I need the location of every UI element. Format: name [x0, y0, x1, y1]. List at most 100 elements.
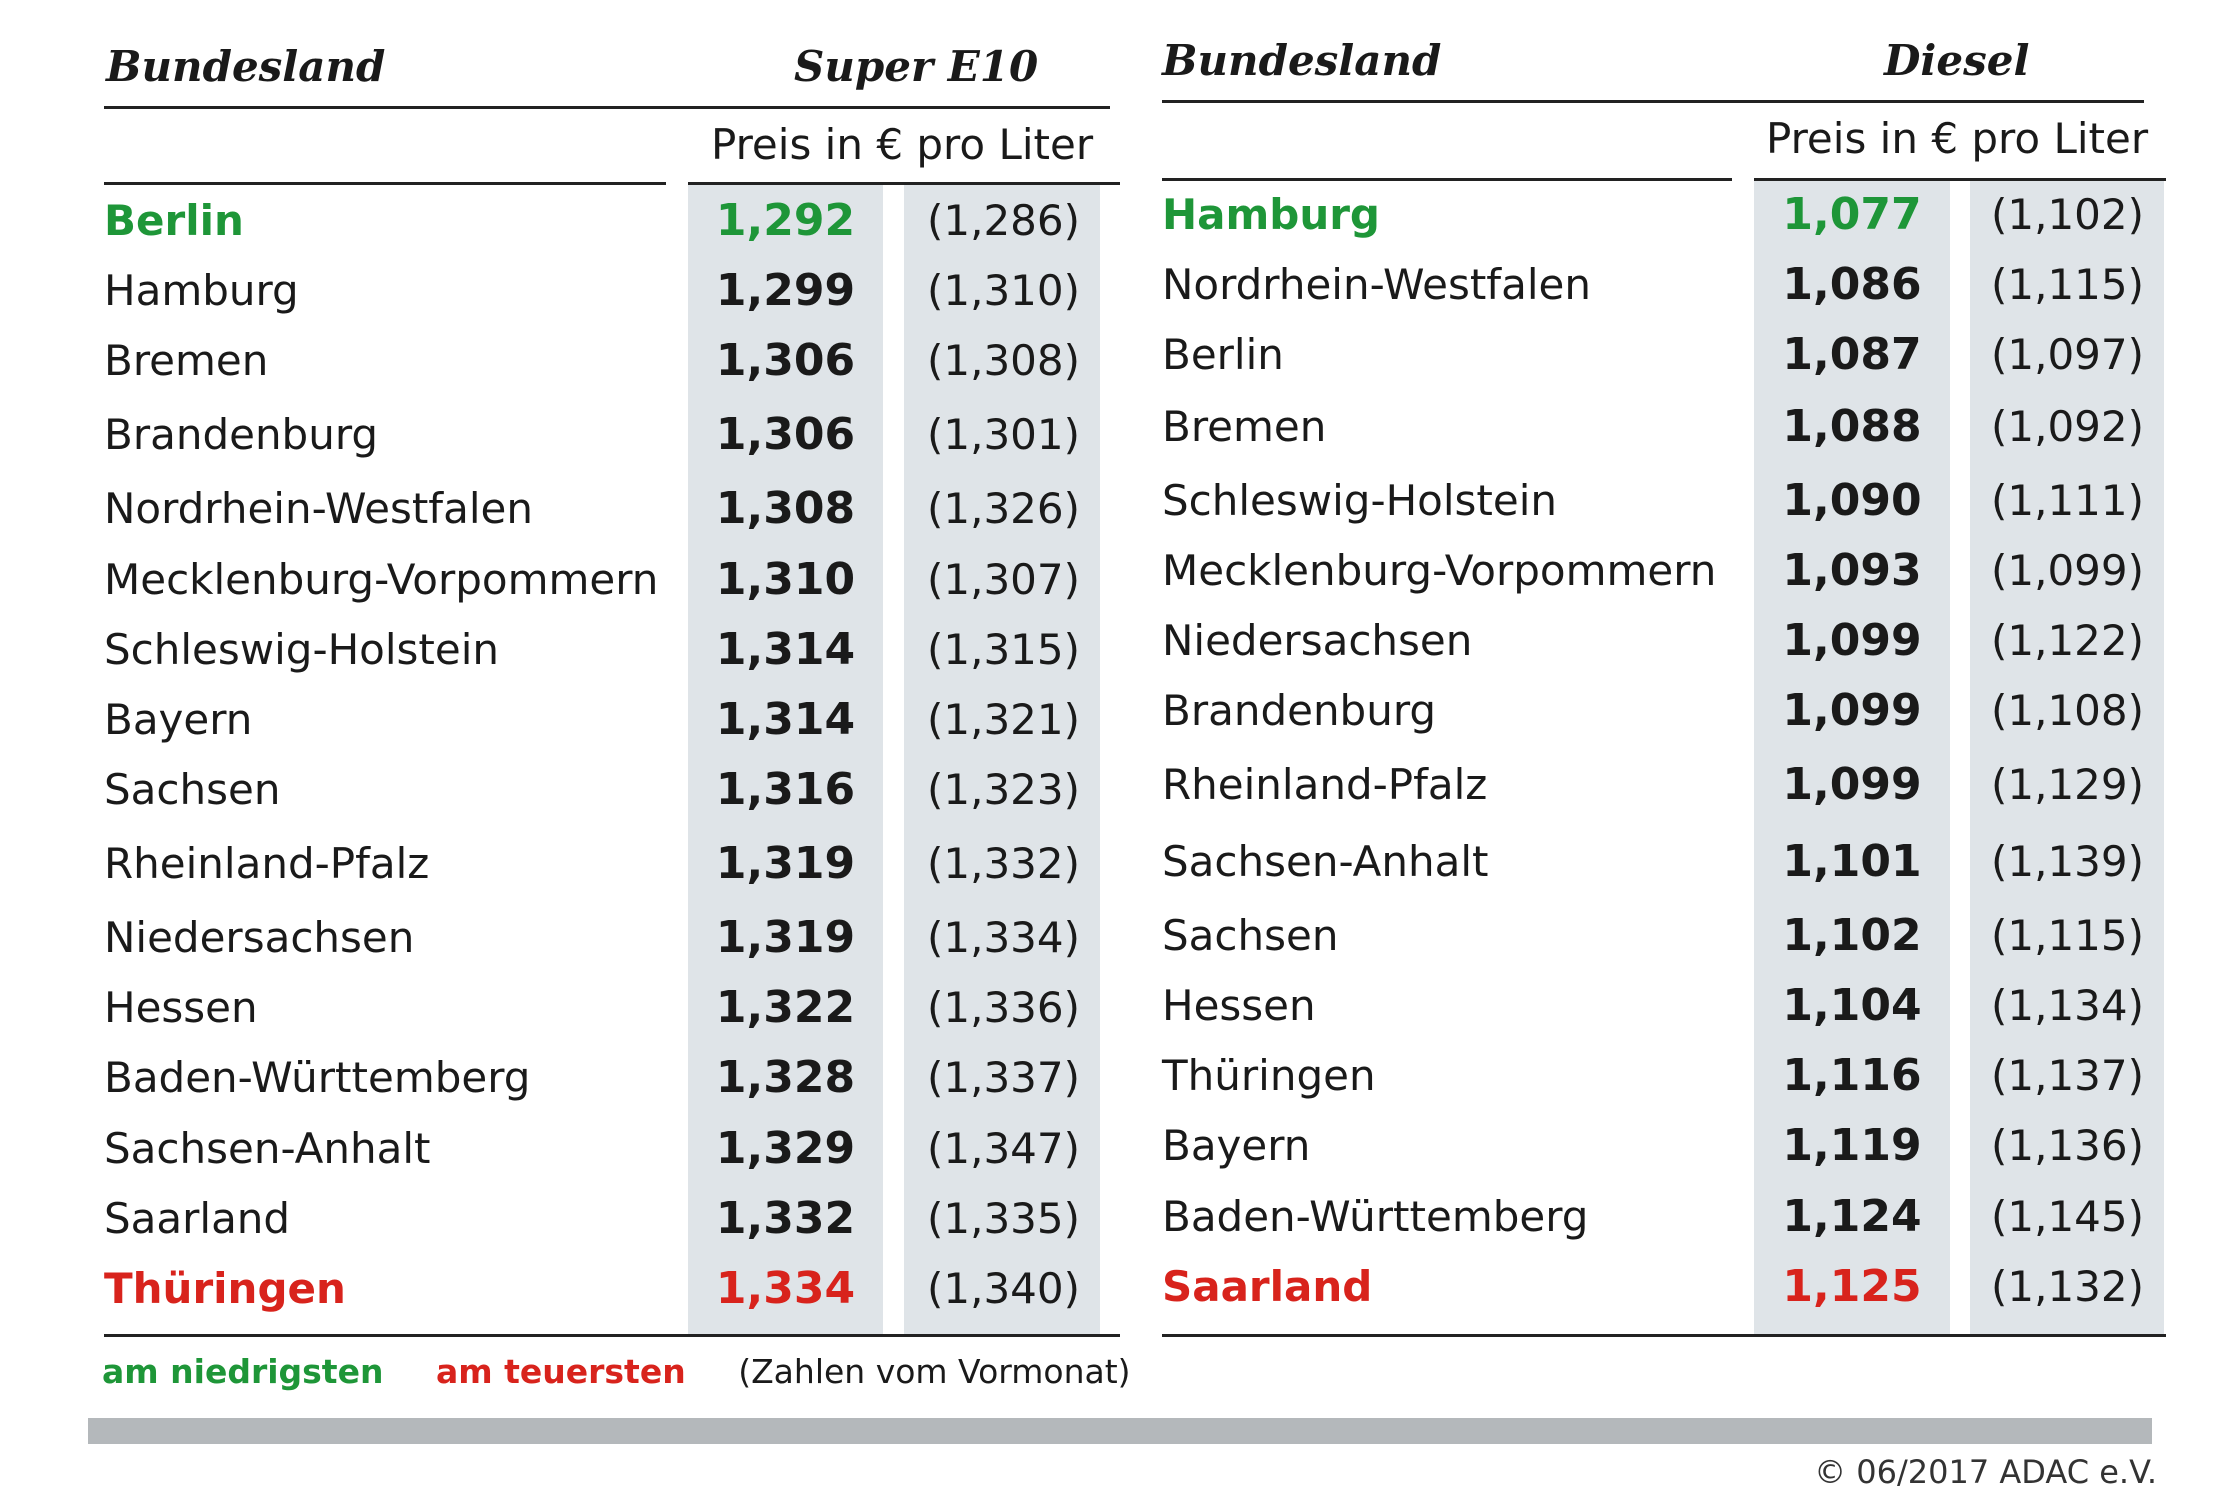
- previous-month-price: (1,132): [1990, 1262, 2144, 1311]
- state-name: Thüringen: [1162, 1051, 1376, 1100]
- current-price: 1,319: [715, 838, 856, 889]
- current-price: 1,314: [715, 624, 856, 675]
- state-name: Baden-Württemberg: [104, 1053, 531, 1102]
- table-row: Thüringen 1,116 (1,137): [1162, 1041, 2166, 1111]
- current-price: 1,101: [1782, 836, 1922, 887]
- state-name: Bayern: [104, 695, 253, 744]
- current-price: 1,086: [1782, 259, 1922, 310]
- current-price: 1,314: [715, 694, 856, 745]
- current-price: 1,102: [1782, 910, 1922, 961]
- previous-column-shade: [1970, 180, 2164, 1336]
- previous-month-price: (1,315): [926, 625, 1080, 674]
- unit-label: Preis in € pro Liter: [1766, 114, 2149, 163]
- table-row: Bayern 1,314 (1,321): [104, 685, 1110, 755]
- header-rule: [104, 106, 1110, 109]
- state-name: Sachsen-Anhalt: [1162, 837, 1489, 886]
- previous-month-price: (1,307): [926, 555, 1080, 604]
- current-price: 1,334: [715, 1263, 856, 1314]
- current-price: 1,322: [715, 982, 856, 1033]
- current-price: 1,099: [1782, 615, 1922, 666]
- table-row: Mecklenburg-Vorpommern 1,310 (1,307): [104, 545, 1110, 615]
- current-price: 1,087: [1782, 329, 1922, 380]
- current-price: 1,328: [715, 1052, 856, 1103]
- table-row: Bayern 1,119 (1,136): [1162, 1111, 2166, 1181]
- footer-bar: [88, 1418, 2152, 1444]
- previous-month-price: (1,115): [1990, 911, 2144, 960]
- previous-column-shade: [904, 184, 1100, 1336]
- table-bottom-rule: [104, 1334, 1120, 1337]
- state-name: Berlin: [104, 196, 244, 245]
- previous-month-price: (1,335): [926, 1194, 1080, 1243]
- state-header: Bundesland: [1162, 36, 1442, 85]
- state-name: Hessen: [1162, 981, 1316, 1030]
- table-row: Sachsen 1,316 (1,323): [104, 755, 1110, 825]
- current-price: 1,319: [715, 912, 856, 963]
- current-price: 1,332: [715, 1193, 856, 1244]
- price-column-shade: [688, 184, 883, 1336]
- current-price: 1,308: [715, 483, 856, 534]
- previous-month-price: (1,301): [926, 410, 1080, 459]
- current-price: 1,306: [715, 409, 856, 460]
- previous-month-price: (1,111): [1990, 476, 2144, 525]
- state-name: Niedersachsen: [1162, 616, 1473, 665]
- table-row: Hessen 1,104 (1,134): [1162, 971, 2166, 1041]
- previous-month-price: (1,340): [926, 1264, 1080, 1313]
- current-price: 1,292: [715, 195, 856, 246]
- previous-month-price: (1,334): [926, 913, 1080, 962]
- previous-month-price: (1,326): [926, 484, 1080, 533]
- state-name: Brandenburg: [104, 410, 379, 459]
- price-column-rule: [688, 182, 1120, 185]
- current-price: 1,088: [1782, 401, 1922, 452]
- table-row: Rheinland-Pfalz 1,099 (1,129): [1162, 750, 2166, 820]
- current-price: 1,077: [1782, 189, 1922, 240]
- state-name: Rheinland-Pfalz: [104, 839, 430, 888]
- current-price: 1,119: [1782, 1120, 1922, 1171]
- table-row: Sachsen-Anhalt 1,101 (1,139): [1162, 827, 2166, 897]
- fuel-header: Super E10: [794, 42, 1039, 91]
- state-name: Mecklenburg-Vorpommern: [1162, 546, 1717, 595]
- current-price: 1,099: [1782, 759, 1922, 810]
- current-price: 1,090: [1782, 475, 1922, 526]
- previous-month-price: (1,308): [926, 336, 1080, 385]
- previous-month-price: (1,129): [1990, 760, 2144, 809]
- table-row: Schleswig-Holstein 1,090 (1,111): [1162, 466, 2166, 536]
- table-row: Hessen 1,322 (1,336): [104, 973, 1110, 1043]
- state-name: Bremen: [1162, 402, 1327, 451]
- table-row: Brandenburg 1,306 (1,301): [104, 400, 1110, 470]
- table-row: Nordrhein-Westfalen 1,308 (1,326): [104, 474, 1110, 544]
- table-row: Bremen 1,088 (1,092): [1162, 392, 2166, 462]
- state-column-rule: [104, 182, 666, 185]
- previous-month-price: (1,323): [926, 765, 1080, 814]
- current-price: 1,125: [1782, 1261, 1922, 1312]
- price-column-shade: [1754, 180, 1950, 1336]
- table-row: Sachsen-Anhalt 1,329 (1,347): [104, 1114, 1110, 1184]
- table-row: Mecklenburg-Vorpommern 1,093 (1,099): [1162, 536, 2166, 606]
- current-price: 1,310: [715, 554, 856, 605]
- state-name: Bayern: [1162, 1121, 1311, 1170]
- state-name: Sachsen: [1162, 911, 1339, 960]
- previous-month-price: (1,136): [1990, 1121, 2144, 1170]
- previous-month-price: (1,310): [926, 266, 1080, 315]
- table-bottom-rule: [1162, 1334, 2166, 1337]
- previous-month-price: (1,336): [926, 983, 1080, 1032]
- table-row: Baden-Württemberg 1,328 (1,337): [104, 1043, 1110, 1113]
- current-price: 1,329: [715, 1123, 856, 1174]
- current-price: 1,104: [1782, 980, 1922, 1031]
- table-row: Hamburg 1,077 (1,102): [1162, 180, 2166, 250]
- table-row: Saarland 1,125 (1,132): [1162, 1252, 2166, 1322]
- previous-month-price: (1,134): [1990, 981, 2144, 1030]
- state-name: Schleswig-Holstein: [104, 625, 500, 674]
- legend: am niedrigsten am teuersten (Zahlen vom …: [102, 1352, 1173, 1392]
- state-name: Thüringen: [104, 1264, 346, 1313]
- table-row: Brandenburg 1,099 (1,108): [1162, 676, 2166, 746]
- state-name: Hamburg: [104, 266, 299, 315]
- table-row: Berlin 1,087 (1,097): [1162, 320, 2166, 390]
- state-name: Niedersachsen: [104, 913, 415, 962]
- state-column-rule: [1162, 178, 1732, 181]
- state-name: Nordrhein-Westfalen: [104, 484, 533, 533]
- current-price: 1,299: [715, 265, 856, 316]
- current-price: 1,116: [1782, 1050, 1922, 1101]
- previous-month-price: (1,099): [1990, 546, 2144, 595]
- previous-month-price: (1,115): [1990, 260, 2144, 309]
- table-row: Thüringen 1,334 (1,340): [104, 1254, 1110, 1324]
